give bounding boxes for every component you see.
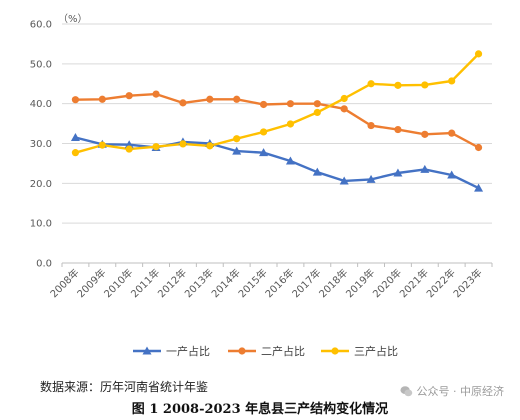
- x-tick-label: 2008年: [47, 266, 81, 300]
- x-tick-label: 2022年: [424, 266, 458, 300]
- data-point: [179, 99, 187, 107]
- wechat-icon: [399, 385, 412, 396]
- data-point: [233, 135, 241, 143]
- legend-swatch-marker: [142, 346, 152, 355]
- data-point: [313, 108, 321, 117]
- data-point: [340, 94, 348, 103]
- x-axis: 2008年2009年2010年2011年2012年2013年2014年2015年…: [47, 263, 493, 300]
- data-point: [285, 156, 295, 165]
- data-point: [448, 77, 456, 85]
- data-point: [394, 81, 402, 89]
- series-markers: [70, 50, 484, 192]
- data-point: [259, 100, 268, 109]
- data-point: [447, 170, 457, 179]
- data-point: [474, 143, 483, 152]
- data-point: [339, 176, 349, 185]
- x-tick-label: 2015年: [235, 266, 269, 300]
- data-point: [152, 143, 160, 151]
- legend-swatch-marker: [331, 347, 339, 355]
- x-tick-label: 2021年: [397, 266, 431, 300]
- data-point: [179, 140, 187, 148]
- data-point: [71, 149, 80, 157]
- x-tick-label: 2016年: [262, 266, 296, 300]
- y-tick-label: 30.0: [30, 139, 52, 150]
- x-tick-label: 2010年: [101, 266, 135, 300]
- data-point: [312, 167, 322, 176]
- data-source-note: 数据来源：历年河南省统计年鉴: [40, 380, 209, 394]
- data-point: [286, 120, 295, 128]
- data-point: [367, 80, 375, 88]
- x-tick-label: 2018年: [316, 266, 350, 300]
- data-point: [259, 148, 269, 157]
- data-point: [125, 92, 133, 100]
- series-line-1: [75, 136, 480, 190]
- x-tick-label: 2014年: [209, 266, 243, 300]
- data-point: [421, 81, 429, 89]
- x-tick-label: 2009年: [74, 266, 108, 300]
- figure-caption: 图 1 2008-2023 年息县三产结构变化情况: [131, 402, 389, 417]
- data-point: [98, 141, 106, 149]
- y-tick-label: 0.0: [36, 259, 52, 270]
- x-tick-label: 2012年: [155, 266, 189, 300]
- data-point: [259, 128, 268, 136]
- x-tick-label: 2017年: [289, 266, 323, 300]
- data-point: [367, 121, 375, 130]
- y-tick-label: 20.0: [30, 179, 52, 190]
- y-axis: 0.0 10.0 20.0 30.0 40.0 50.0 60.0: [30, 20, 52, 270]
- y-tick-label: 10.0: [30, 219, 52, 230]
- x-tick-label: 2011年: [128, 266, 162, 300]
- unit-label: （%）: [58, 13, 88, 25]
- legend-entry: 一产占比: [166, 344, 210, 358]
- x-tick-label: 2020年: [370, 266, 404, 300]
- series-lines: [75, 53, 480, 190]
- data-point: [394, 125, 402, 134]
- y-tick-label: 40.0: [30, 99, 52, 110]
- legend: 一产占比 二产占比 三产占比: [133, 344, 398, 358]
- data-point: [420, 164, 430, 173]
- x-tick-label: 2023年: [450, 266, 484, 300]
- data-point: [421, 130, 429, 138]
- data-point: [232, 146, 242, 155]
- legend-swatch-marker: [238, 347, 246, 355]
- chart: 0.010.020.030.040.050.060.0 2008年2009年20…: [30, 13, 493, 358]
- data-point: [448, 129, 456, 137]
- y-tick-label: 50.0: [30, 59, 52, 70]
- data-point: [71, 96, 80, 104]
- data-point: [124, 140, 134, 149]
- data-point: [474, 50, 483, 58]
- data-point: [366, 174, 376, 183]
- data-point: [313, 100, 321, 108]
- y-tick-label: 60.0: [30, 20, 52, 31]
- data-point: [233, 95, 241, 103]
- legend-entry: 三产占比: [354, 344, 398, 358]
- x-tick-label: 2013年: [182, 266, 216, 300]
- series-line-2: [75, 92, 480, 149]
- data-point: [70, 133, 80, 142]
- data-point: [206, 142, 214, 150]
- x-tick-label: 2019年: [343, 266, 377, 300]
- data-point: [286, 100, 295, 108]
- data-point: [206, 95, 214, 103]
- series-line-3: [75, 53, 480, 154]
- legend-entry: 二产占比: [261, 344, 305, 358]
- data-point: [152, 90, 160, 98]
- data-point: [393, 168, 403, 177]
- data-point: [98, 95, 106, 103]
- data-point: [474, 183, 484, 192]
- data-point: [125, 145, 133, 153]
- watermark-text: 公众号 · 中原经济: [416, 385, 505, 398]
- watermark: 公众号 · 中原经济: [399, 383, 505, 399]
- data-point: [340, 105, 348, 113]
